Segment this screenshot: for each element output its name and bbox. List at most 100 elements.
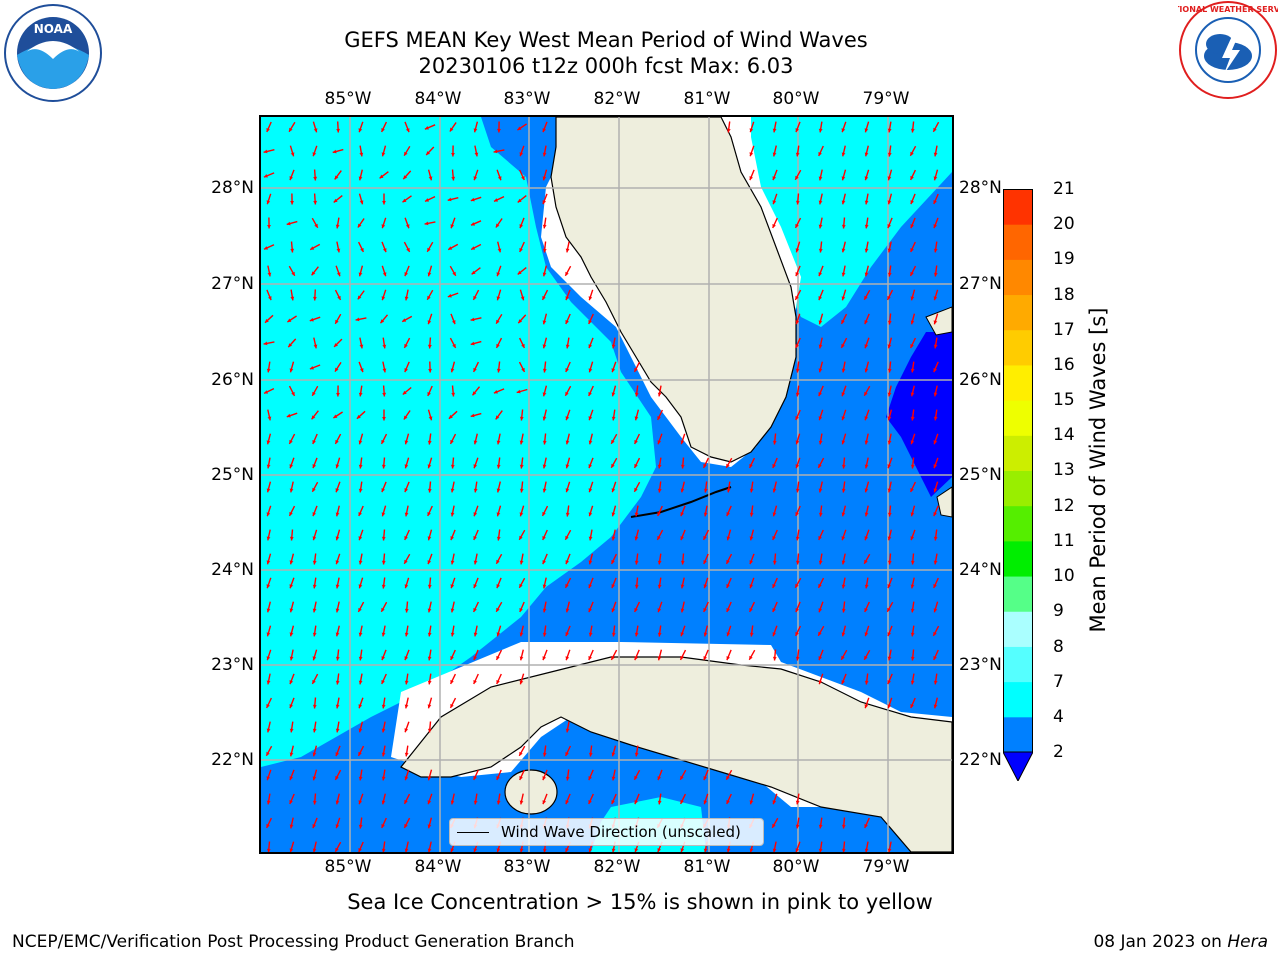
wave-arrow-head	[336, 393, 340, 397]
wave-arrow-head	[427, 392, 431, 396]
wave-arrow-head	[772, 608, 776, 612]
wave-arrow-head	[542, 368, 547, 373]
wave-arrow-head	[472, 391, 477, 396]
wave-arrow-head	[358, 607, 362, 612]
wave-arrow-head	[334, 343, 338, 347]
wave-arrow-head	[263, 149, 268, 154]
wave-arrow-head	[497, 176, 502, 181]
wave-arrow-head	[726, 512, 730, 517]
map-subtitle: 20230106 t12z 000h fcst Max: 6.03	[418, 54, 794, 78]
wave-arrow-head	[887, 464, 892, 469]
wave-arrow-head	[749, 463, 753, 468]
wave-arrow-head	[933, 152, 938, 157]
wave-arrow-head	[404, 536, 408, 540]
wave-arrow-head	[634, 752, 639, 757]
wave-arrow-head	[565, 512, 570, 517]
wave-arrow-head	[841, 512, 846, 517]
wave-arrow-head	[864, 200, 869, 205]
wave-arrow-head	[910, 512, 915, 517]
wave-arrow-head	[450, 560, 455, 565]
wave-arrow-head	[381, 488, 385, 493]
ocean-max-region	[886, 332, 952, 497]
wave-arrow-head	[381, 824, 385, 828]
map-title: GEFS MEAN Key West Mean Period of Wind W…	[344, 28, 868, 52]
wave-arrow-head	[634, 656, 638, 661]
wave-arrow-head	[450, 632, 455, 637]
wave-arrow-head	[933, 560, 938, 565]
wave-arrow-head	[405, 128, 410, 133]
wave-arrow-head	[381, 680, 385, 684]
wave-arrow-head	[470, 341, 475, 346]
wave-arrow-head	[818, 416, 823, 421]
wave-arrow-head	[335, 439, 339, 444]
wave-arrow-head	[427, 728, 432, 733]
wave-arrow-head	[266, 823, 270, 828]
wave-arrow-head	[657, 535, 661, 540]
wave-arrow-head	[634, 416, 639, 421]
wave-arrow-head	[542, 152, 547, 157]
wave-arrow-head	[588, 656, 592, 660]
wave-arrow-head	[266, 632, 271, 637]
wave-arrow-head	[450, 464, 455, 469]
wave-arrow-head	[565, 296, 570, 301]
wave-arrow-head	[841, 152, 846, 157]
ocean-shallow-region-east	[751, 117, 952, 327]
wave-arrow-head	[864, 824, 868, 828]
wave-arrow-head	[358, 800, 363, 805]
wave-arrow-head	[887, 368, 892, 373]
wave-arrow-head	[795, 488, 800, 493]
wave-arrow-head	[312, 632, 317, 637]
wave-arrow-head	[565, 776, 570, 781]
wave-arrow-head	[497, 248, 502, 253]
wave-arrow-head	[359, 200, 364, 205]
wave-arrow-head	[795, 800, 800, 805]
wave-arrow-head	[404, 296, 409, 301]
wave-arrow-head	[404, 512, 409, 517]
wave-arrow-head	[542, 416, 547, 421]
lon-label-top: 80°W	[772, 89, 820, 109]
wave-arrow-head	[864, 559, 868, 564]
wave-arrow-head	[795, 440, 800, 445]
wave-arrow-head	[542, 440, 547, 445]
wave-arrow-head	[495, 223, 500, 228]
wave-arrow-head	[565, 344, 570, 349]
wave-arrow-head	[496, 559, 500, 564]
wave-arrow-head	[887, 152, 892, 157]
wave-arrow-head	[588, 488, 593, 493]
wave-arrow-head	[795, 175, 799, 180]
noaa-logo: NOAA	[3, 3, 103, 103]
wave-arrow-head	[335, 512, 340, 517]
wave-arrow-head	[357, 295, 362, 300]
wave-arrow-head	[588, 632, 593, 637]
colorbar-bin	[1003, 470, 1033, 507]
wave-arrow-head	[291, 391, 295, 396]
wave-arrow-head	[266, 560, 271, 565]
footer-date: 08 Jan 2023 on Hera	[1093, 932, 1268, 952]
wave-arrow-head	[588, 440, 593, 445]
wave-arrow-head	[358, 824, 363, 829]
wave-arrow-head	[266, 848, 271, 852]
map-panel[interactable]	[259, 115, 954, 854]
land-bahamas	[925, 306, 952, 336]
wave-arrow-head	[680, 632, 685, 637]
wave-arrow-head	[521, 367, 525, 372]
wave-arrow-head	[611, 512, 616, 517]
wave-arrow-head	[496, 655, 500, 660]
wave-arrow-head	[312, 656, 317, 661]
wave-arrow-head	[818, 631, 822, 636]
wave-arrow-head	[447, 197, 452, 202]
lon-label-top: 83°W	[503, 89, 551, 109]
wave-arrow-head	[428, 368, 432, 373]
wave-arrow-head	[588, 848, 593, 852]
wave-arrow-head	[634, 608, 638, 612]
wave-arrow-head	[887, 295, 891, 300]
wave-arrow-head	[450, 679, 454, 684]
wave-arrow-head	[355, 317, 360, 322]
wave-arrow-head	[864, 512, 869, 517]
wave-arrow-head	[426, 151, 430, 155]
wave-arrow-head	[772, 800, 777, 805]
wave-arrow-head	[657, 440, 662, 445]
lat-label-left: 27°N	[211, 274, 254, 294]
wave-arrow-head	[749, 536, 754, 541]
wave-arrow-head	[381, 128, 385, 132]
